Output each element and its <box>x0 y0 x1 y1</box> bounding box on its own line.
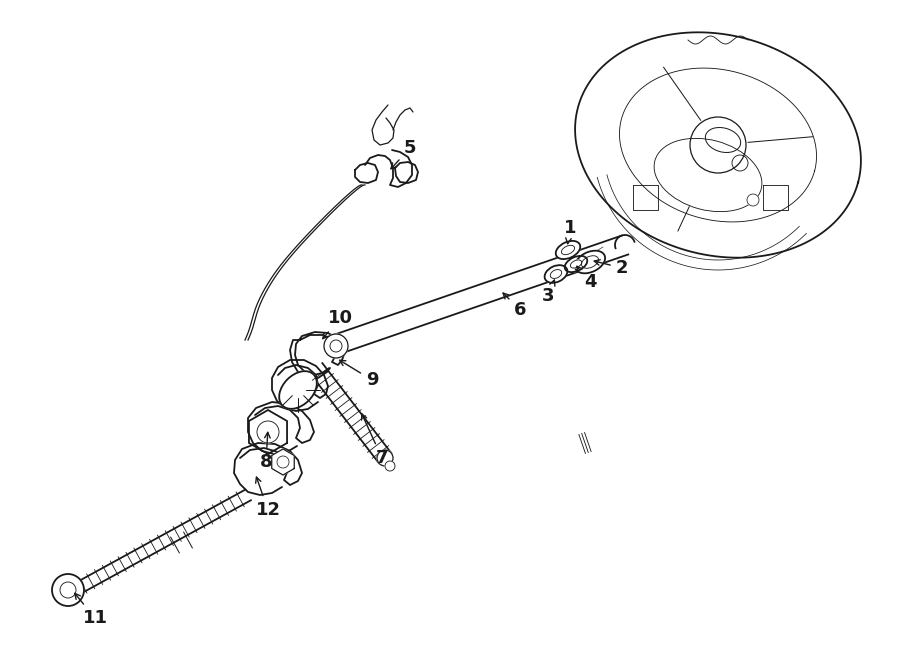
Ellipse shape <box>279 371 317 408</box>
Text: 10: 10 <box>323 309 353 338</box>
Text: 3: 3 <box>542 280 555 305</box>
Text: 8: 8 <box>260 432 273 471</box>
Ellipse shape <box>575 251 605 273</box>
Circle shape <box>385 461 395 471</box>
Polygon shape <box>272 449 294 475</box>
Polygon shape <box>249 410 287 454</box>
Text: 7: 7 <box>362 414 388 467</box>
Circle shape <box>324 334 348 358</box>
Polygon shape <box>633 185 658 210</box>
Ellipse shape <box>654 138 762 212</box>
Text: 12: 12 <box>256 477 281 519</box>
Polygon shape <box>763 185 788 210</box>
Polygon shape <box>290 332 345 378</box>
Ellipse shape <box>550 270 562 278</box>
Ellipse shape <box>544 265 567 283</box>
Ellipse shape <box>555 241 580 259</box>
Circle shape <box>277 456 289 468</box>
Text: 4: 4 <box>577 266 596 291</box>
Polygon shape <box>355 163 378 183</box>
Text: 1: 1 <box>563 219 576 244</box>
Circle shape <box>60 582 76 598</box>
Polygon shape <box>272 360 328 411</box>
Circle shape <box>690 117 746 173</box>
Circle shape <box>732 155 748 171</box>
Ellipse shape <box>571 260 581 268</box>
Ellipse shape <box>706 128 741 153</box>
Text: 6: 6 <box>503 293 526 319</box>
Text: 2: 2 <box>594 259 628 277</box>
Circle shape <box>330 340 342 352</box>
Text: 9: 9 <box>339 360 378 389</box>
Circle shape <box>747 194 759 206</box>
Circle shape <box>377 450 393 466</box>
Text: 5: 5 <box>391 139 416 169</box>
Polygon shape <box>395 162 418 183</box>
Ellipse shape <box>564 256 588 272</box>
Ellipse shape <box>581 256 598 268</box>
Text: 11: 11 <box>75 594 107 627</box>
Circle shape <box>52 574 84 606</box>
Polygon shape <box>248 402 314 454</box>
Polygon shape <box>365 150 412 187</box>
Ellipse shape <box>562 245 574 254</box>
Circle shape <box>257 421 279 443</box>
Polygon shape <box>234 443 302 495</box>
